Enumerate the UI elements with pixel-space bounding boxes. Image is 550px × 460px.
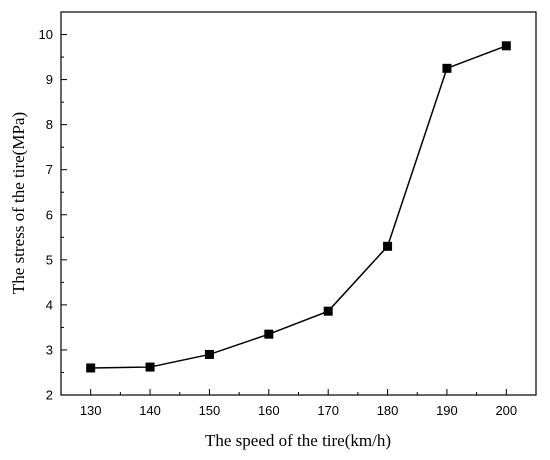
data-series <box>86 41 511 373</box>
y-tick-label: 9 <box>46 72 53 87</box>
x-axis-title: The speed of the tire(km/h) <box>205 431 391 450</box>
y-tick-label: 4 <box>46 297 53 312</box>
data-point <box>86 363 96 373</box>
data-point <box>204 349 214 359</box>
y-tick-label: 6 <box>46 207 53 222</box>
data-point <box>145 362 155 372</box>
y-tick-label: 8 <box>46 117 53 132</box>
x-tick-label: 150 <box>199 403 221 418</box>
x-tick-label: 190 <box>436 403 458 418</box>
data-point <box>383 241 393 251</box>
data-point <box>264 329 274 339</box>
x-tick-label: 160 <box>258 403 280 418</box>
x-tick-label: 170 <box>317 403 339 418</box>
y-axis: 2 3 4 5 6 7 8 9 10 <box>39 11 67 403</box>
series-line <box>90 45 507 369</box>
y-axis-title: The stress of the tire(MPa) <box>9 112 28 294</box>
data-point <box>442 63 452 73</box>
x-tick-label: 180 <box>377 403 399 418</box>
x-tick-label: 130 <box>80 403 102 418</box>
y-tick-label: 10 <box>39 27 53 42</box>
plot-frame <box>60 11 537 396</box>
data-point <box>501 41 511 51</box>
x-tick-label: 140 <box>139 403 161 418</box>
y-tick-label: 7 <box>46 162 53 177</box>
x-tick-label: 200 <box>495 403 517 418</box>
data-point <box>323 306 333 316</box>
y-tick-label: 2 <box>46 388 53 403</box>
x-axis: 130 140 150 160 170 180 190 200 <box>60 389 537 418</box>
y-tick-label: 3 <box>46 342 53 357</box>
y-tick-label: 5 <box>46 252 53 267</box>
